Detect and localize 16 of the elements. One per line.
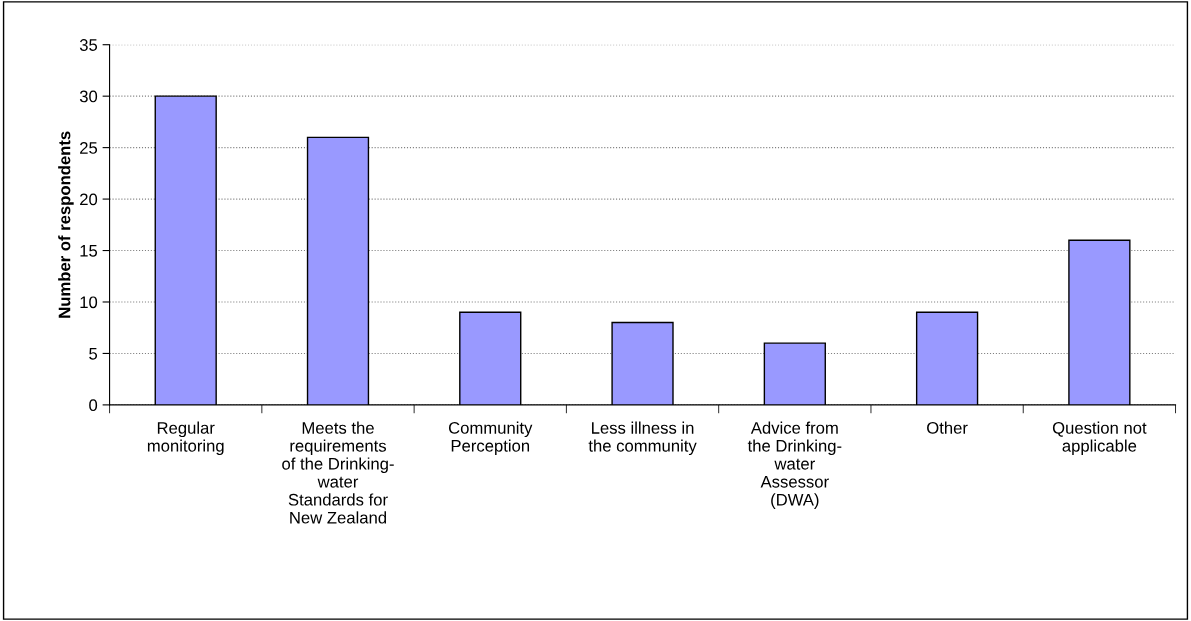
y-tick-label: 25 bbox=[80, 142, 98, 154]
x-tick-label: Other bbox=[927, 421, 968, 434]
y-tick-label: 15 bbox=[80, 245, 98, 257]
y-tick-label: 30 bbox=[79, 90, 98, 103]
y-tick-label: 5 bbox=[89, 348, 98, 360]
y-tick-label: 10 bbox=[80, 296, 98, 309]
y-tick-label: 35 bbox=[79, 39, 98, 51]
y-axis-title: Number of respondents bbox=[58, 131, 74, 318]
x-tick-label: Question not applicable bbox=[1052, 421, 1147, 456]
x-tick-label: Advice from the Drinking- water Assessor (DWA) bbox=[747, 421, 842, 509]
x-tick-label: Less illness in the community bbox=[588, 421, 697, 456]
x-tick-label: Meets the requirements of the Drinking- water Standards for New Zealand bbox=[282, 421, 394, 524]
y-tick-label: 0 bbox=[89, 399, 98, 412]
y-tick-label: 20 bbox=[80, 193, 98, 206]
x-tick-label: Community Perception bbox=[448, 421, 533, 456]
x-tick-label: Regular monitoring bbox=[147, 421, 224, 456]
